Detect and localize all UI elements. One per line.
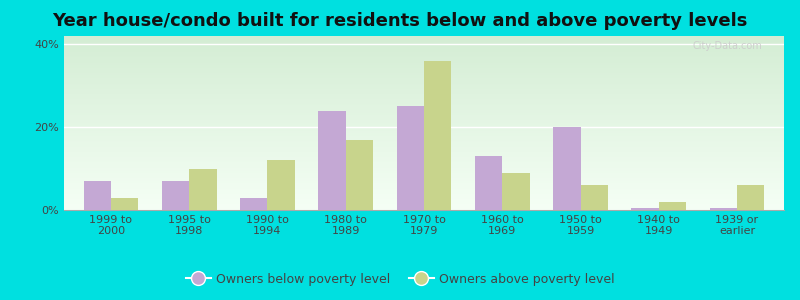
Bar <box>424 61 451 210</box>
Bar <box>83 181 111 210</box>
Bar <box>397 106 424 210</box>
Text: Year house/condo built for residents below and above poverty levels: Year house/condo built for residents bel… <box>52 12 748 30</box>
Bar <box>553 127 581 210</box>
Bar <box>318 111 346 210</box>
Bar <box>737 185 765 210</box>
Bar <box>658 202 686 210</box>
Bar <box>267 160 295 210</box>
Bar <box>631 208 658 210</box>
Bar <box>710 208 737 210</box>
Bar <box>475 156 502 210</box>
Bar <box>190 169 217 210</box>
Bar <box>581 185 608 210</box>
Bar <box>111 198 138 210</box>
Text: City-Data.com: City-Data.com <box>693 41 762 51</box>
Bar <box>346 140 373 210</box>
Bar <box>502 173 530 210</box>
Bar <box>162 181 190 210</box>
Bar <box>240 198 267 210</box>
Legend: Owners below poverty level, Owners above poverty level: Owners below poverty level, Owners above… <box>181 268 619 291</box>
